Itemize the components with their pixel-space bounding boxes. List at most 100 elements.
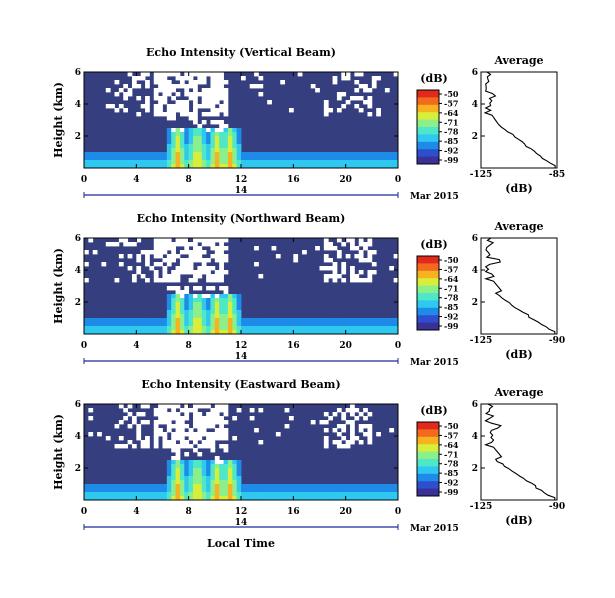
x-tick-label: 4 (133, 341, 139, 351)
x-tick-label: 0 (395, 175, 401, 185)
heatmap-cells (84, 404, 399, 501)
average-y-tick-label: 6 (472, 234, 478, 244)
average-profile-line (483, 71, 556, 168)
x-tick-label: 16 (287, 175, 300, 185)
y-tick-label: 2 (75, 298, 81, 308)
x-tick-label: 20 (339, 175, 352, 185)
x-tick-label: 20 (339, 341, 352, 351)
x-tick-label: 0 (395, 341, 401, 351)
colorbar-swatch (417, 422, 439, 430)
colorbar-tick-label: -64 (444, 108, 459, 118)
colorbar-tick-label: -85 (444, 136, 458, 146)
y-axis-label: Height (km) (52, 82, 65, 158)
y-tick-label: 2 (75, 132, 81, 142)
x-tick-label: 0 (395, 507, 401, 517)
panel-3: Echo Intensity (Eastward Beam) Height (km… (52, 378, 565, 550)
y-tick-label: 6 (75, 400, 81, 410)
x-tick-label: 4 (133, 507, 139, 517)
colorbar-tick-label: -85 (444, 302, 458, 312)
colorbar-frame (416, 421, 440, 497)
average-x-tick-label: -85 (549, 170, 565, 180)
colorbar-tick-label: -71 (444, 449, 458, 459)
colorbar-swatch (417, 119, 439, 128)
colorbar-swatch (417, 263, 439, 272)
colorbar-tick-label: -64 (444, 274, 459, 284)
average-frame (480, 71, 558, 169)
x-tick-label: 0 (81, 175, 87, 185)
x-tick-label: 4 (133, 175, 139, 185)
colorbar-tick-label: -50 (444, 255, 459, 265)
average-y-tick-label: 4 (472, 266, 478, 276)
colorbar-frame (416, 255, 440, 331)
colorbar-swatch (417, 466, 439, 475)
average-title: Average (493, 220, 543, 233)
average-profile-line (483, 237, 556, 334)
average-frame (480, 403, 558, 501)
average-title: Average (493, 386, 543, 399)
colorbar-swatch (417, 300, 439, 309)
colorbar-swatch (417, 315, 439, 324)
colorbar-unit: (dB) (420, 72, 447, 85)
colorbar-swatch (417, 141, 439, 150)
colorbar-swatch (417, 97, 439, 106)
average-y-tick-label: 4 (472, 100, 478, 110)
colorbar-swatch (417, 112, 439, 121)
x-tick-label: 8 (186, 341, 192, 351)
colorbar-swatch (417, 488, 439, 497)
colorbar-swatch (417, 481, 439, 490)
colorbar-swatch (417, 149, 439, 158)
colorbar-swatch (417, 270, 439, 279)
colorbar-swatch (417, 429, 439, 438)
colorbar-tick-label: -71 (444, 117, 458, 127)
colorbar-swatch (417, 444, 439, 453)
colorbar-unit: (dB) (420, 404, 447, 417)
colorbar-tick-label: -78 (444, 459, 459, 469)
y-tick-label: 4 (75, 100, 81, 110)
colorbar-swatch (417, 473, 439, 482)
x-tick-label: 20 (339, 507, 352, 517)
colorbar-swatch (417, 285, 439, 294)
day-label: 14 (235, 352, 248, 362)
average-x-label: (dB) (505, 348, 532, 361)
x-tick-label: 12 (235, 507, 248, 517)
average-x-label: (dB) (505, 182, 532, 195)
colorbar-swatch (417, 436, 439, 445)
colorbar-frame (416, 89, 440, 165)
colorbar-unit: (dB) (420, 238, 447, 251)
colorbar-tick-label: -99 (444, 321, 459, 331)
colorbar-tick-label: -78 (444, 293, 459, 303)
colorbar-swatch (417, 90, 439, 98)
colorbar-swatch (417, 278, 439, 287)
chart-title: Echo Intensity (Eastward Beam) (141, 378, 340, 391)
day-label: 14 (235, 518, 248, 528)
average-profile-line (483, 403, 556, 500)
average-y-tick-label: 4 (472, 432, 478, 442)
colorbar-swatch (417, 307, 439, 316)
x-tick-label: 16 (287, 507, 300, 517)
x-tick-label: 0 (81, 341, 87, 351)
x-tick-label: 8 (186, 175, 192, 185)
panel-2: Echo Intensity (Northward Beam) Height (k… (52, 212, 565, 368)
colorbar-tick-label: -92 (444, 312, 458, 322)
x-tick-label: 12 (235, 175, 248, 185)
y-tick-label: 6 (75, 234, 81, 244)
heatmap-cells (84, 238, 399, 335)
colorbar-swatch (417, 134, 439, 143)
colorbar-tick-label: -57 (444, 98, 458, 108)
date-label: Mar 2015 (410, 358, 459, 368)
y-axis-label: Height (km) (52, 248, 65, 324)
colorbar-swatch (417, 322, 439, 331)
colorbar-swatch (417, 256, 439, 264)
chart-title: Echo Intensity (Vertical Beam) (146, 46, 336, 59)
colorbar-tick-label: -50 (444, 89, 459, 99)
y-tick-label: 2 (75, 464, 81, 474)
colorbar-tick-label: -85 (444, 468, 458, 478)
average-y-tick-label: 2 (472, 132, 478, 142)
x-tick-label: 16 (287, 341, 300, 351)
colorbar-tick-label: -92 (444, 478, 458, 488)
average-frame (480, 237, 558, 335)
heatmap-cells (84, 72, 399, 169)
colorbar-swatch (417, 459, 439, 467)
y-tick-label: 4 (75, 432, 81, 442)
